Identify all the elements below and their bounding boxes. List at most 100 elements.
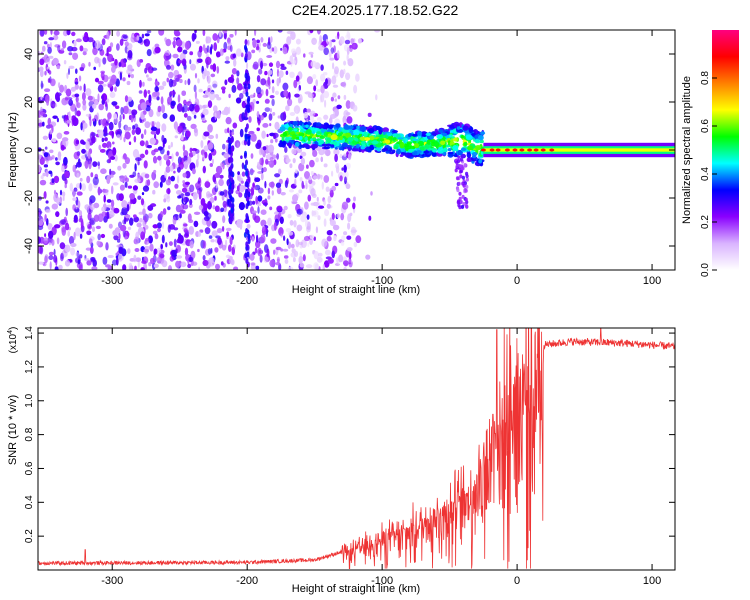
noise-speck [259,114,264,121]
noise-speck [231,246,235,256]
noise-speck [156,256,162,264]
signal-speck [419,146,425,151]
noise-speck [214,112,217,121]
signal-speck [399,138,402,144]
y-tick-label: 0.2 [24,529,35,543]
signal-tail-speck [456,159,460,164]
noise-speck [287,98,293,107]
noise-speck [121,200,128,209]
x-tick-label: -200 [236,575,258,587]
noise-speck [331,39,336,43]
noise-speck [78,254,83,259]
signal-speck [363,131,368,137]
noise-speck [112,147,117,156]
noise-speck [119,71,123,81]
noise-speck [47,156,53,161]
noise-speck [296,224,303,232]
noise-speck [215,182,218,189]
noise-speck [147,205,154,211]
noise-speck [334,66,339,75]
noise-speck [256,234,259,243]
noise-speck [262,146,267,151]
noise-speck [315,157,319,163]
noise-speck [142,220,145,227]
noise-speck [111,185,114,195]
noise-speck [309,234,315,239]
noise-speck [58,264,63,270]
noise-speck [175,151,179,157]
noise-speck [44,88,51,92]
noise-speck [39,245,44,255]
noise-speck [286,238,289,246]
noise-speck [309,30,314,34]
signal-speck [412,138,419,142]
noise-speck [209,91,216,101]
noise-speck [236,70,240,77]
noise-speck [203,131,210,137]
noise-speck [170,90,176,96]
noise-speck [161,221,165,229]
noise-speck [260,234,266,244]
noise-speck [308,51,314,55]
noise-speck [341,235,346,241]
noise-speck [225,56,230,61]
noise-speck [118,62,122,67]
noise-speck [217,237,222,246]
noise-streak [247,107,251,114]
noise-speck [122,105,129,115]
noise-speck [347,58,354,67]
noise-speck [156,222,162,229]
noise-speck [114,154,118,162]
x-tick-label: 100 [643,275,661,287]
noise-speck [343,94,347,100]
noise-speck [280,112,287,121]
noise-speck [75,38,82,43]
noise-speck [129,193,135,200]
noise-speck [87,95,93,101]
noise-speck [45,209,51,213]
noise-speck [109,78,116,85]
noise-speck [142,110,147,115]
noise-speck [278,227,284,236]
signal-speck [463,141,468,146]
noise-speck [227,127,230,134]
noise-speck [79,67,85,72]
noise-streak [230,215,234,222]
noise-speck [181,58,187,67]
signal-speck [474,139,481,144]
colorbar-tick-label: 0.2 [700,215,711,229]
noise-speck [265,88,269,97]
noise-speck [177,103,183,112]
noise-streak [244,252,248,259]
x-tick-label: 0 [514,575,520,587]
noise-speck [323,175,330,183]
noise-speck [148,109,154,118]
noise-speck [267,144,275,153]
noise-speck [163,193,170,200]
noise-speck [261,226,267,235]
noise-speck [208,257,215,263]
noise-speck [59,189,63,196]
signal-speck [287,142,292,147]
noise-speck [48,55,54,59]
snr-panel: -300 -200 -100 0 100 0.2 0.4 0.6 0.8 1.0 1.2 1.4 H… [7,326,676,595]
noise-speck [38,236,41,245]
noise-speck [346,235,352,240]
noise-speck [256,75,261,83]
noise-speck [324,249,331,256]
noise-speck [278,70,284,78]
signal-speck [293,128,298,131]
noise-speck [286,36,292,46]
noise-speck [91,136,96,144]
noise-speck [86,260,92,266]
noise-speck [198,88,203,93]
noise-speck [280,47,283,51]
noise-speck [214,205,220,212]
noise-speck [283,235,286,241]
noise-speck [355,235,362,244]
noise-speck [287,266,294,270]
signal-speck [424,144,430,150]
noise-speck [340,241,345,246]
noise-speck [233,266,239,270]
noise-speck [252,98,256,104]
